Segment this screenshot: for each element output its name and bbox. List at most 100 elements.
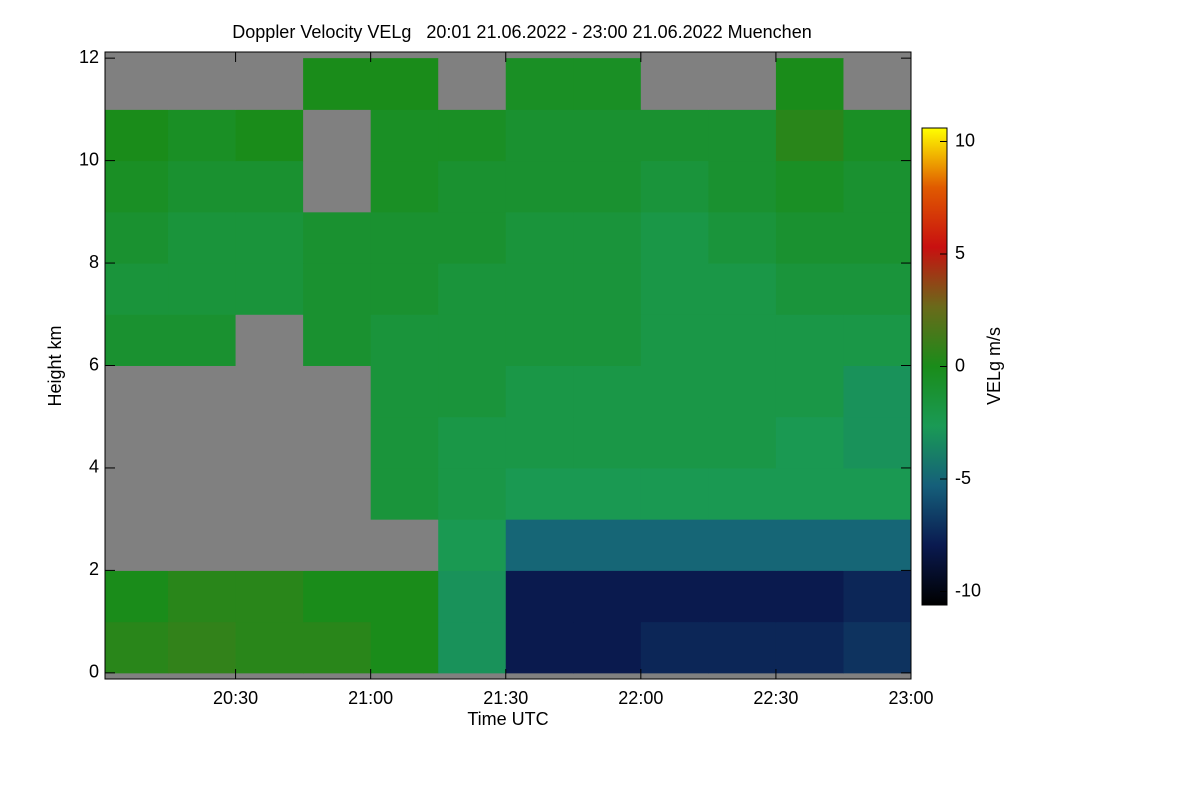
heatmap-cell <box>708 263 777 315</box>
heatmap-cell <box>505 519 574 571</box>
heatmap-cell <box>640 211 709 264</box>
heatmap-cell <box>303 570 372 623</box>
heatmap-cell <box>708 467 777 520</box>
heatmap-cell <box>708 365 777 418</box>
heatmap-cell <box>505 58 574 110</box>
heatmap-cell <box>235 365 304 418</box>
heatmap-cell <box>573 365 642 418</box>
heatmap-cell <box>370 519 439 571</box>
heatmap-cell <box>505 467 574 520</box>
heatmap-cell <box>640 263 709 315</box>
heatmap-cell <box>235 211 304 264</box>
heatmap-cell <box>505 263 574 315</box>
heatmap-cell <box>708 160 777 213</box>
heatmap-cell <box>168 621 237 674</box>
heatmap-cell <box>843 621 912 674</box>
heatmap-cell <box>370 109 439 162</box>
heatmap-cell <box>438 314 507 366</box>
heatmap-cell <box>775 467 844 520</box>
heatmap-cell <box>370 314 439 366</box>
heatmap-cell <box>843 365 912 418</box>
heatmap-cell <box>168 211 237 264</box>
y-tick-label: 6 <box>89 354 99 374</box>
heatmap-cell <box>775 263 844 315</box>
heatmap-cell <box>168 365 237 418</box>
heatmap-cell <box>438 467 507 520</box>
heatmap-cell <box>303 58 372 110</box>
heatmap-cell <box>708 109 777 162</box>
heatmap-cell <box>235 160 304 213</box>
heatmap-cell <box>775 109 844 162</box>
heatmap-cell <box>105 314 169 366</box>
heatmap-cell <box>843 519 912 571</box>
heatmap-cell <box>303 109 372 162</box>
heatmap-cell <box>105 160 169 213</box>
heatmap-cell <box>505 211 574 264</box>
y-tick-label: 12 <box>79 47 99 67</box>
heatmap-cell <box>775 211 844 264</box>
heatmap-cell <box>438 519 507 571</box>
heatmap-cell <box>235 109 304 162</box>
heatmap-cell <box>168 263 237 315</box>
heatmap-cell <box>640 160 709 213</box>
heatmap-cell <box>505 109 574 162</box>
heatmap-cell <box>640 365 709 418</box>
heatmap-cell <box>640 570 709 623</box>
colorbar-tick-label: 5 <box>955 243 965 263</box>
heatmap-cell <box>640 621 709 674</box>
colorbar-tick-label: 0 <box>955 355 965 375</box>
heatmap-cell <box>370 467 439 520</box>
heatmap-cell <box>168 58 237 110</box>
y-tick-label: 4 <box>89 457 99 477</box>
heatmap-cell <box>370 621 439 674</box>
heatmap-cell <box>370 570 439 623</box>
heatmap-cell <box>573 314 642 366</box>
heatmap-cell <box>168 467 237 520</box>
heatmap-cell <box>505 160 574 213</box>
heatmap-cell <box>370 263 439 315</box>
heatmap-cell <box>105 621 169 674</box>
heatmap-cell <box>573 416 642 469</box>
heatmap-cell <box>370 160 439 213</box>
colorbar-tick-label: -5 <box>955 468 971 488</box>
x-tick-label: 20:30 <box>213 688 258 708</box>
heatmap-cell <box>438 109 507 162</box>
heatmap-cell <box>303 263 372 315</box>
heatmap-cell <box>708 621 777 674</box>
heatmap-cell <box>708 519 777 571</box>
heatmap-cell <box>505 365 574 418</box>
heatmap-cell <box>775 160 844 213</box>
heatmap-cell <box>573 570 642 623</box>
heatmap-cell <box>843 416 912 469</box>
x-tick-label: 22:30 <box>753 688 798 708</box>
heatmap-cell <box>775 314 844 366</box>
heatmap-cell <box>843 314 912 366</box>
heatmap-cell <box>640 58 709 110</box>
heatmap-cell <box>640 109 709 162</box>
heatmap-cell <box>370 365 439 418</box>
heatmap-cell <box>105 570 169 623</box>
heatmap-cell <box>105 519 169 571</box>
heatmap-cell <box>843 570 912 623</box>
heatmap-cell <box>303 365 372 418</box>
heatmap-cell <box>505 416 574 469</box>
x-tick-label: 22:00 <box>618 688 663 708</box>
heatmap-cell <box>168 109 237 162</box>
colorbar-tick-label: -10 <box>955 580 981 600</box>
heatmap-cell <box>105 467 169 520</box>
heatmap-cell <box>640 467 709 520</box>
heatmap-cell <box>573 109 642 162</box>
heatmap-cell <box>303 519 372 571</box>
heatmap-cell <box>708 58 777 110</box>
heatmap-cell <box>843 467 912 520</box>
x-tick-label: 21:30 <box>483 688 528 708</box>
heatmap-cell <box>843 58 912 110</box>
heatmap-cell <box>303 314 372 366</box>
heatmap-cell <box>573 519 642 571</box>
heatmap-cell <box>370 58 439 110</box>
heatmap-cell <box>573 467 642 520</box>
heatmap-cell <box>573 263 642 315</box>
heatmap-cell <box>303 416 372 469</box>
heatmap-cell <box>168 160 237 213</box>
